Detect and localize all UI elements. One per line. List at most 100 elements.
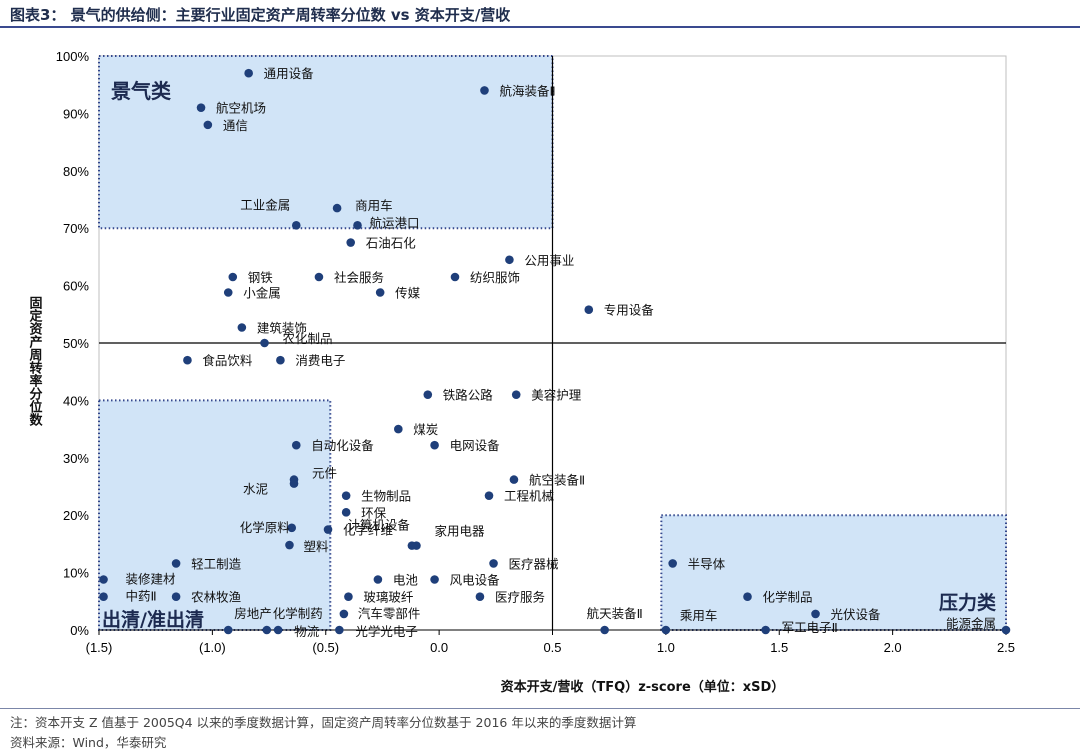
data-point xyxy=(203,120,213,130)
data-point xyxy=(584,305,594,315)
data-label: 石油石化 xyxy=(366,236,417,251)
data-point xyxy=(430,575,439,584)
data-point xyxy=(743,592,752,602)
chart-title: 图表3： 景气的供给侧：主要行业固定资产周转率分位数 vs 资本开支/营收 xyxy=(10,6,511,24)
data-point xyxy=(228,272,238,282)
data-label: 化学制品 xyxy=(763,590,813,605)
y-tick-label: 70% xyxy=(63,221,89,236)
x-tick-label: (1.0) xyxy=(199,640,226,655)
data-point xyxy=(223,288,233,297)
data-label: 传媒 xyxy=(395,285,421,300)
data-label: 工程机械 xyxy=(504,489,555,504)
data-point xyxy=(183,355,192,365)
data-point xyxy=(291,221,301,230)
data-label: 计算机设备 xyxy=(347,518,410,533)
data-point xyxy=(511,390,521,399)
y-tick-label: 50% xyxy=(63,336,89,351)
data-point xyxy=(341,508,351,517)
data-label: 消费电子 xyxy=(295,353,345,368)
data-point xyxy=(276,355,285,365)
data-label: 汽车零部件 xyxy=(358,606,421,621)
y-axis-title: 固定资产周转率分位数 xyxy=(27,296,44,427)
data-point xyxy=(260,338,269,348)
data-label: 玻璃玻纤 xyxy=(363,590,414,605)
data-label: 航空装备Ⅱ xyxy=(529,473,585,488)
zone-label: 出清/准出清 xyxy=(102,608,204,631)
data-point xyxy=(262,625,272,635)
zone-label: 压力类 xyxy=(939,591,996,614)
data-point xyxy=(341,491,351,500)
data-label: 光学光电子 xyxy=(355,624,418,639)
footer-rule xyxy=(0,708,1080,709)
data-label: 乘用车 xyxy=(680,608,718,623)
data-point xyxy=(668,559,677,568)
zone-region xyxy=(98,55,554,230)
x-tick-label: 0.5 xyxy=(543,640,561,655)
data-point xyxy=(761,625,770,635)
data-label: 煤炭 xyxy=(413,422,438,437)
data-label: 电池 xyxy=(393,572,419,587)
data-point xyxy=(661,625,671,635)
data-point xyxy=(600,625,609,635)
data-point xyxy=(237,323,247,332)
data-point xyxy=(505,255,514,265)
data-point xyxy=(475,592,485,602)
data-label: 航海装备Ⅱ xyxy=(499,83,555,98)
header-rule xyxy=(0,26,1080,28)
data-label: 风电设备 xyxy=(450,572,501,587)
y-tick-label: 10% xyxy=(63,566,89,581)
data-label: 家用电器 xyxy=(434,524,485,539)
data-point xyxy=(394,424,403,434)
data-point xyxy=(285,540,294,550)
data-point xyxy=(99,575,108,584)
data-label: 农林牧渔 xyxy=(191,590,241,605)
data-label: 环保 xyxy=(361,505,387,520)
data-label: 元件 xyxy=(312,466,337,481)
data-label: 航运港口 xyxy=(369,215,419,230)
data-label: 农化制品 xyxy=(283,331,333,346)
y-tick-label: 100% xyxy=(56,49,90,64)
data-label: 轻工制造 xyxy=(191,556,242,571)
data-point xyxy=(332,203,342,213)
data-point xyxy=(375,288,385,297)
y-tick-label: 90% xyxy=(63,106,89,121)
data-point xyxy=(489,559,498,568)
data-label: 社会服务 xyxy=(334,270,384,285)
data-point xyxy=(291,440,301,450)
data-point xyxy=(287,523,297,533)
data-point xyxy=(171,592,181,602)
y-tick-label: 0% xyxy=(70,623,89,638)
data-point xyxy=(423,390,433,399)
data-point xyxy=(273,625,283,635)
data-point xyxy=(244,68,253,78)
data-label: 物流 xyxy=(294,624,320,639)
data-label: 自动化设备 xyxy=(311,438,374,453)
data-point xyxy=(323,525,333,534)
data-label: 航空机场 xyxy=(216,101,266,116)
y-tick-label: 40% xyxy=(63,393,89,408)
data-point xyxy=(430,440,439,450)
data-label: 通用设备 xyxy=(264,66,315,81)
data-label: 商用车 xyxy=(355,198,393,213)
data-label: 军工电子Ⅱ xyxy=(782,620,838,635)
zone-label: 景气类 xyxy=(111,79,171,103)
data-label: 工业金属 xyxy=(240,197,290,212)
source-note: 资料来源：Wind，华泰研究 xyxy=(10,735,167,750)
data-point xyxy=(811,609,820,619)
x-tick-label: (1.5) xyxy=(86,640,113,655)
data-label: 塑料 xyxy=(303,539,329,554)
y-tick-label: 20% xyxy=(63,508,89,523)
data-label: 化学纤维 xyxy=(343,523,393,538)
data-label: 能源金属 xyxy=(946,616,996,631)
data-label: 水泥 xyxy=(243,482,268,497)
data-label: 美容护理 xyxy=(531,388,582,403)
x-tick-label: 1.0 xyxy=(657,640,675,655)
data-label: 中药Ⅱ xyxy=(126,589,157,604)
data-point xyxy=(335,625,344,635)
x-tick-label: 0.0 xyxy=(430,640,448,655)
data-point xyxy=(484,491,494,500)
data-point xyxy=(223,625,233,635)
data-label: 化学原料 xyxy=(240,520,291,535)
data-label: 通信 xyxy=(223,118,248,133)
data-label: 生物制品 xyxy=(361,489,411,504)
